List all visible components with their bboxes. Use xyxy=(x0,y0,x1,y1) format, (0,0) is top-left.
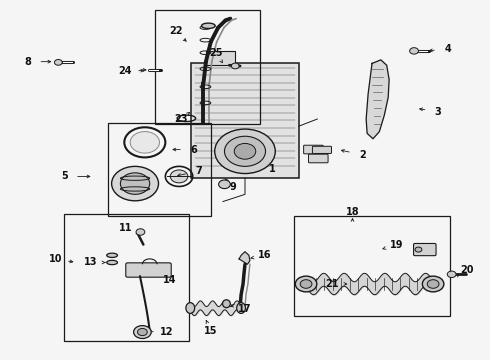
Circle shape xyxy=(136,229,145,235)
Circle shape xyxy=(300,280,312,288)
Text: 11: 11 xyxy=(119,224,132,233)
FancyBboxPatch shape xyxy=(191,63,299,178)
Text: 4: 4 xyxy=(444,44,451,54)
FancyBboxPatch shape xyxy=(313,146,331,153)
Text: 22: 22 xyxy=(169,26,182,36)
Ellipse shape xyxy=(186,303,195,314)
Ellipse shape xyxy=(222,300,230,308)
Text: 20: 20 xyxy=(461,265,474,275)
Bar xyxy=(206,51,235,65)
Circle shape xyxy=(138,328,147,336)
FancyBboxPatch shape xyxy=(309,154,328,163)
Bar xyxy=(64,214,189,341)
Circle shape xyxy=(54,59,62,65)
Circle shape xyxy=(415,247,422,252)
Polygon shape xyxy=(239,252,250,264)
Circle shape xyxy=(130,132,159,153)
Circle shape xyxy=(447,271,456,278)
Text: 24: 24 xyxy=(119,66,132,76)
Text: 8: 8 xyxy=(24,57,31,67)
Circle shape xyxy=(427,280,439,288)
Text: 17: 17 xyxy=(238,304,252,314)
Circle shape xyxy=(234,143,256,159)
Text: 9: 9 xyxy=(229,182,236,192)
Ellipse shape xyxy=(201,23,215,28)
Ellipse shape xyxy=(107,260,118,265)
Text: 18: 18 xyxy=(345,207,359,217)
Ellipse shape xyxy=(107,253,118,257)
Text: 14: 14 xyxy=(163,275,176,285)
Bar xyxy=(108,123,211,216)
Text: 23: 23 xyxy=(175,114,188,124)
Circle shape xyxy=(410,48,418,54)
Circle shape xyxy=(422,276,444,292)
Circle shape xyxy=(295,276,317,292)
Text: 3: 3 xyxy=(435,107,441,117)
Circle shape xyxy=(170,170,188,183)
Bar xyxy=(294,216,450,316)
Bar xyxy=(155,10,260,125)
Text: 13: 13 xyxy=(84,257,98,267)
Circle shape xyxy=(224,136,266,166)
Text: 12: 12 xyxy=(160,327,173,337)
Text: 16: 16 xyxy=(258,250,271,260)
Text: 1: 1 xyxy=(269,164,275,174)
FancyBboxPatch shape xyxy=(126,263,171,277)
Text: 2: 2 xyxy=(359,150,366,160)
Circle shape xyxy=(219,180,230,189)
Text: 10: 10 xyxy=(49,254,62,264)
Text: 15: 15 xyxy=(204,325,218,336)
Circle shape xyxy=(134,325,151,338)
Circle shape xyxy=(231,63,239,69)
Text: 6: 6 xyxy=(190,144,197,154)
Text: 5: 5 xyxy=(61,171,68,181)
Text: 19: 19 xyxy=(390,239,403,249)
Circle shape xyxy=(121,173,150,194)
Ellipse shape xyxy=(237,303,245,314)
Circle shape xyxy=(215,129,275,174)
Text: 7: 7 xyxy=(195,166,202,176)
Circle shape xyxy=(112,166,159,201)
Text: 25: 25 xyxy=(209,48,222,58)
Polygon shape xyxy=(366,60,389,139)
FancyBboxPatch shape xyxy=(304,145,323,154)
FancyBboxPatch shape xyxy=(414,243,436,256)
Text: 21: 21 xyxy=(325,279,339,289)
